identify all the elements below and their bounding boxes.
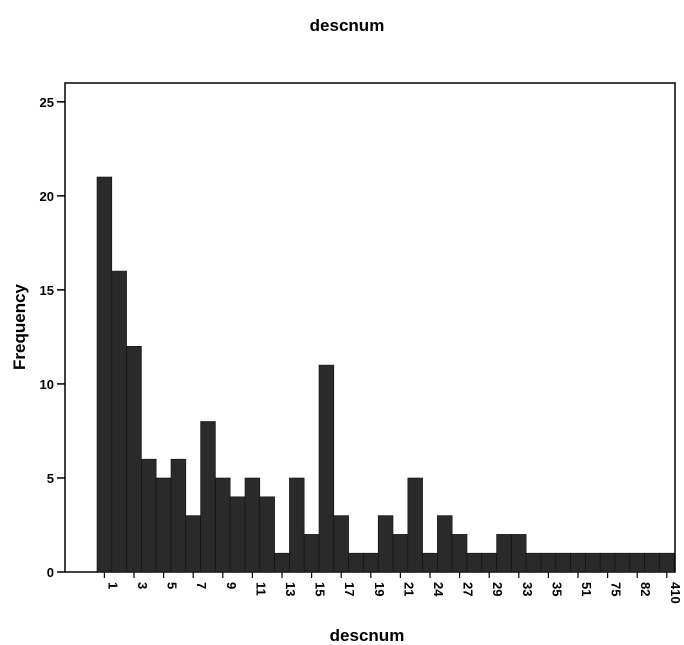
y-tick-label: 25	[40, 95, 54, 110]
bar-34	[525, 552, 542, 573]
bar-33	[511, 534, 527, 573]
x-tick-label: 82	[638, 582, 653, 596]
x-tick-label: 19	[372, 582, 387, 596]
x-tick-label: 51	[579, 582, 594, 596]
bar-20	[377, 515, 394, 573]
bar-3	[126, 345, 142, 573]
bar-25	[437, 515, 453, 573]
bar-4	[141, 458, 157, 573]
x-tick-label: 1	[105, 582, 120, 589]
chart-title: descnum	[310, 16, 385, 35]
x-tick-label: 9	[224, 582, 239, 589]
bar-15	[303, 534, 320, 573]
x-tick-label: 33	[520, 582, 535, 596]
y-axis: 0 5 10 15 20 25	[40, 95, 65, 580]
bar-29	[481, 552, 497, 573]
bar-52	[585, 552, 601, 573]
bar-1	[96, 176, 113, 573]
x-tick-label: 35	[549, 582, 564, 596]
bar-18	[348, 552, 364, 573]
bar-24	[422, 552, 438, 573]
bar-7	[185, 515, 201, 573]
y-tick-label: 15	[40, 283, 54, 298]
x-tick-label: 75	[609, 582, 624, 596]
y-tick-label: 10	[40, 377, 54, 392]
bar-82	[629, 552, 645, 573]
x-tick-label: 24	[431, 582, 446, 597]
bar-22	[407, 477, 423, 573]
bar-28	[466, 552, 483, 573]
bar-6	[170, 458, 187, 573]
bar-12	[259, 496, 275, 573]
x-tick-label: 21	[401, 582, 416, 596]
y-tick-label: 0	[47, 565, 54, 580]
x-tick-label: 29	[490, 582, 505, 596]
bar-9	[215, 477, 231, 573]
bar-11	[244, 477, 261, 573]
x-tick-label: 11	[253, 582, 268, 596]
x-tick-label: 410	[668, 582, 683, 604]
bar-14	[289, 477, 305, 573]
bar-36	[555, 552, 571, 573]
bar-8	[200, 421, 216, 573]
bar-16	[318, 364, 335, 573]
y-tick-label: 20	[40, 189, 54, 204]
x-tick-label: 15	[313, 582, 328, 596]
x-tick-label: 27	[461, 582, 476, 596]
x-tick-label: 17	[342, 582, 357, 596]
bar-2	[111, 270, 127, 573]
bar-51	[570, 552, 586, 573]
x-tick-label: 7	[194, 582, 209, 589]
bar-75	[599, 552, 616, 573]
y-axis-label: Frequency	[10, 283, 29, 370]
bar-30	[496, 534, 512, 573]
y-tick-label: 5	[47, 471, 54, 486]
bar-410	[659, 552, 675, 573]
bar-5	[155, 477, 172, 573]
x-axis: 1 3 5 7 9 11 13 15 17 19 21 24 27 29 33 35 51 75 82 410	[103, 572, 683, 604]
x-tick-label: 13	[283, 582, 298, 596]
bar-13	[274, 552, 290, 573]
x-tick-label: 5	[165, 582, 180, 589]
bar-83	[644, 552, 660, 573]
bar-21	[392, 534, 409, 573]
bar-27	[451, 534, 468, 573]
bar-76	[614, 552, 631, 573]
bar-35	[540, 552, 557, 573]
bar-17	[333, 515, 349, 573]
bar-10	[229, 496, 246, 573]
x-tick-label: 3	[135, 582, 150, 589]
bars-group	[96, 176, 675, 573]
x-axis-label: descnum	[330, 626, 405, 645]
bar-19	[363, 552, 379, 573]
